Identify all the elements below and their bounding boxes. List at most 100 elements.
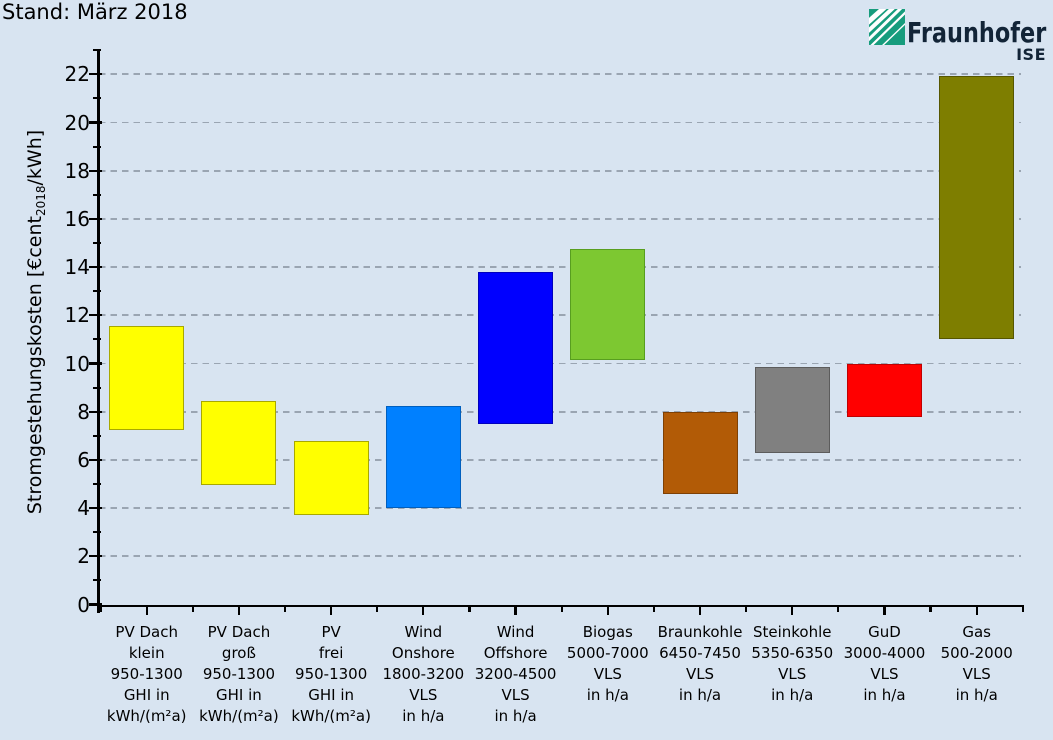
x-category-label-line: PV xyxy=(321,623,341,641)
x-category-label-line: GHI in xyxy=(216,686,262,704)
page-title: Stand: März 2018 xyxy=(2,0,188,24)
x-category-label-line: in h/a xyxy=(771,686,814,704)
gridline-y-8 xyxy=(98,410,1021,413)
y-tick-label-4: 4 xyxy=(77,496,90,521)
x-category-label-line: in h/a xyxy=(586,686,629,704)
x-category-label-line: GHI in xyxy=(123,686,170,704)
x-category-label-line: in h/a xyxy=(678,686,722,704)
y-major-tick-2 xyxy=(89,555,102,558)
gridline-y-22 xyxy=(98,73,1021,76)
x-boundary-tick-6 xyxy=(652,605,655,612)
x-category-label-line: kWh/(m²a) xyxy=(106,707,187,725)
x-center-tick-pv-dach-gross xyxy=(237,605,241,615)
x-category-label-wind-offshore: Wind Offshore 3200-4500 VLS in h/a xyxy=(463,622,569,727)
x-boundary-tick-0 xyxy=(99,605,102,612)
gridline-y-6 xyxy=(98,459,1021,461)
x-category-label-pv-dach-gross: PV Dach groß 950-1300 GHI in kWh/(m²a) xyxy=(186,622,292,727)
x-category-label-gas: Gas 500-2000 VLS in h/a xyxy=(924,622,1030,706)
x-boundary-tick-9 xyxy=(929,605,932,612)
y-major-tick-8 xyxy=(89,410,102,413)
y-major-tick-10 xyxy=(89,362,102,365)
y-tick-label-18: 18 xyxy=(64,158,90,183)
x-category-label-braunkohle: Braunkohle 6450-7450 VLS in h/a xyxy=(647,622,753,706)
y-tick-label-8: 8 xyxy=(77,399,90,424)
y-major-tick-16 xyxy=(89,217,102,220)
x-category-label-line: PV Dach xyxy=(207,623,271,641)
x-category-label-line: Gas xyxy=(962,623,991,641)
x-category-label-line: PV Dach xyxy=(115,623,178,641)
x-category-label-line: VLS xyxy=(962,665,991,683)
y-tick-label-12: 12 xyxy=(64,303,90,328)
gridline-y-14 xyxy=(98,266,1021,268)
x-center-tick-pv-dach-klein xyxy=(145,605,148,615)
x-category-label-line: Biogas xyxy=(582,623,633,641)
x-category-label-line: in h/a xyxy=(402,707,445,725)
x-category-label-line: 5000-7000 xyxy=(566,644,649,662)
y-major-tick-22 xyxy=(89,73,102,76)
y-tick-label-0: 0 xyxy=(77,592,90,617)
y-tick-label-20: 20 xyxy=(64,110,90,135)
x-category-label-line: VLS xyxy=(501,686,530,704)
x-boundary-tick-7 xyxy=(745,605,748,612)
gridline-y-2 xyxy=(98,555,1021,558)
x-category-label-wind-onshore: Wind Onshore 1800-3200 VLS in h/a xyxy=(370,622,476,727)
x-category-label-line: 6450-7450 xyxy=(659,644,741,662)
y-major-tick-20 xyxy=(89,121,102,124)
x-center-tick-wind-offshore xyxy=(514,605,517,615)
x-category-label-line: kWh/(m²a) xyxy=(291,707,371,725)
x-boundary-tick-10 xyxy=(1021,605,1024,612)
x-boundary-tick-3 xyxy=(376,605,379,612)
x-category-label-line: groß xyxy=(221,644,256,662)
x-center-tick-steinkohle xyxy=(791,605,794,615)
x-center-tick-braunkohle xyxy=(698,605,702,615)
x-category-label-line: 3200-4500 xyxy=(474,665,557,683)
bar-gud xyxy=(846,364,922,417)
x-category-label-line: in h/a xyxy=(494,707,537,725)
x-category-label-line: Wind xyxy=(496,623,535,641)
x-category-label-line: Wind xyxy=(404,623,443,641)
x-boundary-tick-2 xyxy=(283,605,287,612)
x-category-label-line: frei xyxy=(318,644,344,662)
x-category-label-line: kWh/(m²a) xyxy=(199,707,279,725)
x-category-label-biogas: Biogas 5000-7000 VLS in h/a xyxy=(555,622,661,706)
bar-braunkohle xyxy=(662,412,738,494)
gridline-y-16 xyxy=(98,218,1021,220)
x-category-label-line: in h/a xyxy=(863,686,906,704)
bar-wind-onshore xyxy=(385,406,461,509)
gridline-y-4 xyxy=(98,507,1021,509)
gridline-y-18 xyxy=(98,169,1021,172)
x-category-label-steinkohle: Steinkohle 5350-6350 VLS in h/a xyxy=(739,622,845,706)
gridline-y-12 xyxy=(98,314,1021,317)
x-category-label-pv-frei: PV frei 950-1300 GHI in kWh/(m²a) xyxy=(278,622,384,727)
x-boundary-tick-5 xyxy=(560,605,563,612)
x-center-tick-gas xyxy=(975,605,978,615)
y-major-tick-0 xyxy=(89,603,102,606)
x-category-label-gud: GuD 3000-4000 VLS in h/a xyxy=(831,622,937,706)
x-category-label-line: VLS xyxy=(870,665,899,683)
y-major-tick-14 xyxy=(89,266,102,269)
y-tick-label-22: 22 xyxy=(64,62,90,87)
fraunhofer-institute-label: ISE xyxy=(1016,45,1046,64)
x-category-label-line: GHI in xyxy=(308,686,355,704)
bar-biogas xyxy=(570,249,646,361)
x-axis-line xyxy=(97,604,1023,608)
x-category-label-line: 5350-6350 xyxy=(751,644,834,662)
x-boundary-tick-1 xyxy=(191,605,194,612)
x-category-label-line: VLS xyxy=(685,665,715,683)
x-category-label-line: Steinkohle xyxy=(752,623,832,641)
fraunhofer-wordmark: Fraunhofer xyxy=(907,16,1047,49)
bar-steinkohle xyxy=(754,366,830,454)
x-category-label-pv-dach-klein: PV Dach klein 950-1300 GHI in kWh/(m²a) xyxy=(94,622,200,727)
x-center-tick-gud xyxy=(883,605,886,615)
y-major-tick-12 xyxy=(89,314,102,317)
y-major-tick-4 xyxy=(89,507,102,510)
x-category-label-line: 500-2000 xyxy=(940,644,1013,662)
x-boundary-tick-4 xyxy=(468,605,471,612)
fraunhofer-logo: Fraunhofer ISE xyxy=(869,9,1047,64)
y-major-tick-6 xyxy=(89,458,102,461)
x-boundary-tick-8 xyxy=(837,605,840,612)
y-tick-label-14: 14 xyxy=(64,255,90,280)
y-tick-label-6: 6 xyxy=(77,447,90,472)
x-category-label-line: VLS xyxy=(409,686,438,704)
